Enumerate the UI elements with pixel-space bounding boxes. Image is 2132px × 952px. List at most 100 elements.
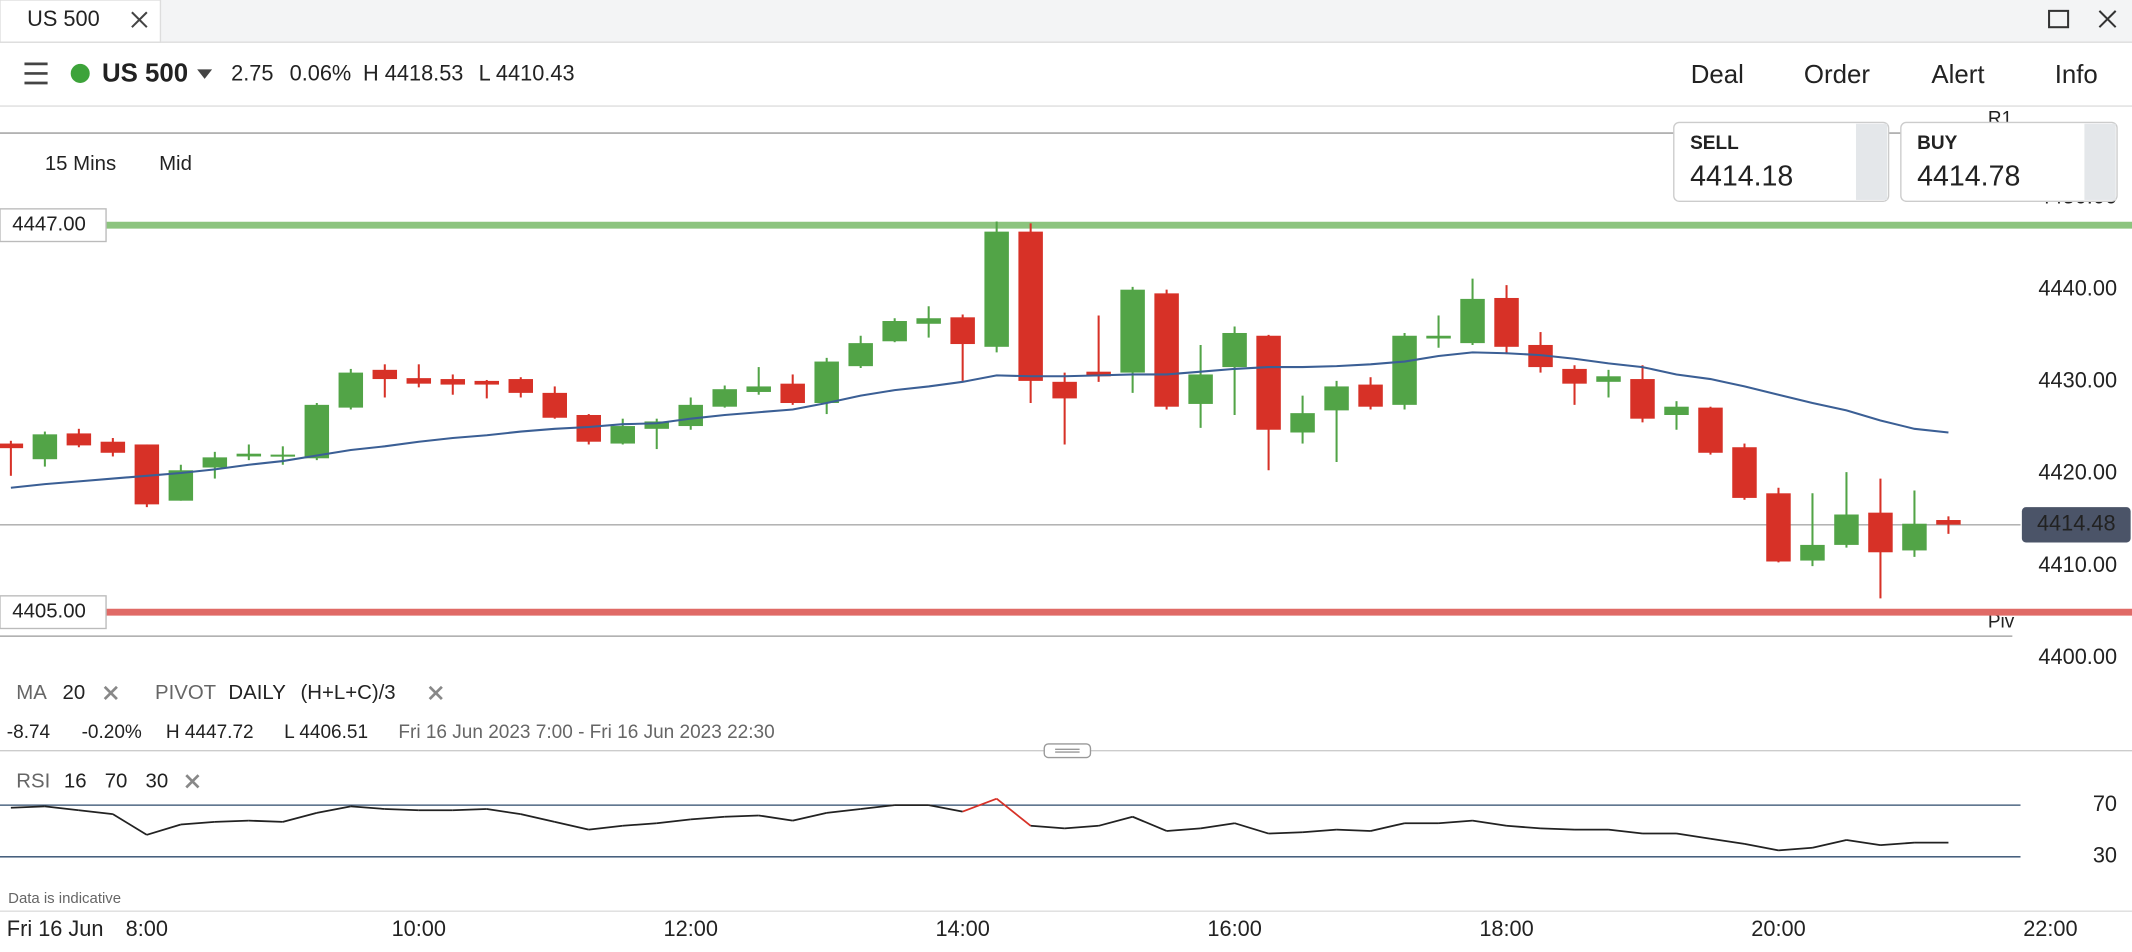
candle-body [1154, 293, 1179, 407]
rsi-segment [1234, 822, 1269, 835]
candle-body [644, 421, 669, 429]
candle-body [304, 404, 330, 459]
rsi-tick-label: 30 [2093, 843, 2117, 868]
candle-body [1732, 447, 1757, 498]
price-type[interactable]: Mid [159, 153, 192, 175]
candle-body [270, 454, 296, 457]
candle-body [1290, 413, 1315, 433]
rsi-segment [1370, 822, 1405, 832]
sell-box[interactable] [1673, 121, 1890, 202]
x-tick-label: 20:00 [1751, 916, 1805, 941]
rsi-segment [1302, 828, 1337, 834]
candle-body [338, 372, 364, 408]
maximize[interactable] [2048, 9, 2070, 29]
rsi-segment [1064, 824, 1099, 830]
remove[interactable] [103, 685, 118, 701]
ma-line [10, 351, 1949, 489]
candle-body [1358, 384, 1383, 407]
remove[interactable] [428, 685, 443, 701]
rsi-segment [1200, 822, 1235, 830]
rsi-segment [180, 821, 215, 826]
close[interactable] [2098, 10, 2117, 28]
menu-item[interactable]: Info [2055, 61, 2098, 89]
candle-body [100, 441, 126, 453]
rsi-segment [248, 819, 283, 823]
dropdown[interactable] [197, 69, 213, 79]
candle-body [610, 426, 635, 444]
candle-body [1868, 512, 1893, 553]
rsi-segment [486, 808, 521, 816]
candle-body [1256, 335, 1281, 430]
y-tick-label: 4430.00 [2038, 368, 2117, 393]
tab-close[interactable] [131, 11, 148, 28]
candle-body [542, 392, 567, 418]
menu-item[interactable]: Alert [1931, 61, 1984, 89]
remove[interactable] [185, 774, 200, 789]
date-label: Fri 16 Jun [7, 916, 104, 941]
candle-body [712, 389, 737, 407]
rsi-segment [622, 822, 657, 827]
candle-body [1630, 379, 1655, 419]
rsi-segment [1846, 839, 1881, 847]
rsi-segment [112, 813, 148, 836]
rsi-segment [860, 804, 895, 810]
ma-period: 20 [63, 682, 86, 704]
rsi-segment [690, 815, 725, 821]
level-tag [0, 208, 107, 243]
rsi-segment [1540, 827, 1575, 831]
buy-box[interactable] [1900, 121, 2118, 202]
sell-price: 4414.18 [1690, 161, 1793, 193]
x-tick-label: 22:00 [2023, 916, 2077, 941]
candle-body [848, 343, 873, 367]
candle-body [746, 386, 771, 392]
rsi-segment [1166, 827, 1201, 832]
handle-grip [1055, 748, 1080, 753]
buy-price: 4414.78 [1917, 161, 2020, 193]
candle-body [984, 231, 1009, 347]
rsi-segment [316, 805, 351, 814]
candle-body [1834, 514, 1859, 545]
change-pct: 0.06% [290, 61, 352, 86]
low: L 4410.43 [479, 61, 575, 86]
rsi-name: RSI [16, 770, 50, 792]
resize-handle[interactable] [1043, 743, 1092, 759]
pivot-formula: (H+L+C)/3 [300, 682, 395, 704]
candle-body [1596, 376, 1621, 382]
menu-item[interactable]: Order [1804, 61, 1870, 89]
candle-body [1120, 289, 1145, 373]
interval[interactable]: 15 Mins [45, 153, 116, 175]
y-tick-label: 4420.00 [2038, 460, 2117, 485]
rsi-upper: 70 [105, 770, 128, 792]
y-tick-label: 4440.00 [2038, 275, 2117, 300]
rsi-segment [282, 812, 318, 823]
candle-body [1460, 298, 1485, 344]
rsi-segment [350, 805, 385, 810]
pivot-name: PIVOT [155, 682, 216, 704]
sell-stripe [1855, 123, 1888, 200]
stat-high: H 4447.72 [166, 722, 254, 743]
stat-range: Fri 16 Jun 2023 7:00 - Fri 16 Jun 2023 2… [398, 722, 774, 743]
candle-body [780, 383, 805, 404]
rsi-segment [1608, 828, 1643, 835]
high: H 4418.53 [363, 61, 463, 86]
rsi-segment [758, 814, 793, 822]
pivot-period: DAILY [228, 682, 286, 704]
candle-body [1664, 406, 1689, 415]
candle-body [814, 361, 839, 404]
stat-change-pct: -0.20% [82, 722, 142, 743]
candle-body [508, 379, 533, 393]
menu-icon[interactable] [24, 62, 48, 85]
menu-item[interactable]: Deal [1691, 61, 1744, 89]
tab[interactable] [0, 0, 162, 43]
rsi-segment [1710, 837, 1745, 845]
rsi-segment [1472, 819, 1507, 827]
rsi-lower: 30 [145, 770, 168, 792]
instrument[interactable]: US 500 [102, 60, 188, 88]
candle-body [678, 404, 703, 427]
candle-body [1222, 332, 1247, 368]
candle-body [1936, 520, 1961, 525]
stat-low: L 4406.51 [284, 722, 368, 743]
rsi-segment [1098, 815, 1133, 827]
candle-body [1324, 386, 1349, 411]
